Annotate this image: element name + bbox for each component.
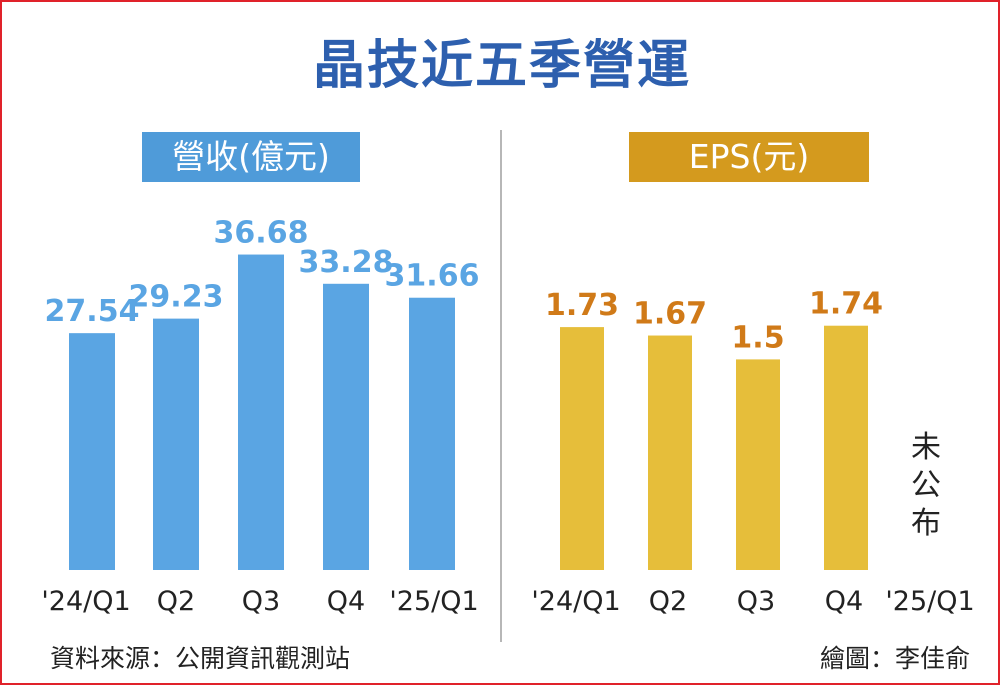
eps-value-label: 1.67 <box>633 297 707 332</box>
eps-bar <box>736 359 780 570</box>
eps-category-label: '24/Q1 <box>531 586 620 617</box>
revenue-category-label: Q2 <box>157 586 195 617</box>
revenue-bar <box>69 333 115 570</box>
credit-note: 繪圖：李佳俞 <box>819 644 970 673</box>
panel-divider <box>500 130 502 642</box>
revenue-value-label: 36.68 <box>214 216 309 251</box>
eps-value-label: 1.74 <box>809 287 883 322</box>
eps-panel-title: EPS(元) <box>629 132 869 182</box>
eps-category-label: Q3 <box>737 586 775 617</box>
eps-annotation-char: 公 <box>911 468 941 503</box>
eps-bar <box>560 327 604 570</box>
eps-annotation-char: 布 <box>911 506 941 541</box>
eps-category-label: '25/Q1 <box>885 586 974 617</box>
eps-bar <box>824 325 868 570</box>
revenue-category-label: '24/Q1 <box>41 586 130 617</box>
revenue-category-label: Q4 <box>327 586 365 617</box>
revenue-bar <box>153 318 199 570</box>
revenue-bar <box>323 283 369 570</box>
revenue-panel-title: 營收(億元) <box>142 132 360 182</box>
revenue-category-label: Q3 <box>242 586 280 617</box>
eps-value-label: 1.5 <box>731 320 784 355</box>
revenue-bar <box>409 297 455 570</box>
eps-annotation-char: 未 <box>911 430 941 465</box>
eps-category-label: Q4 <box>825 586 863 617</box>
chart-title: 晶技近五季營運 <box>312 36 691 96</box>
eps-bar <box>648 335 692 570</box>
revenue-value-label: 33.28 <box>299 245 394 280</box>
revenue-value-label: 27.54 <box>45 294 140 329</box>
eps-category-label: Q2 <box>649 586 687 617</box>
eps-value-label: 1.73 <box>545 288 619 323</box>
source-note: 資料來源：公開資訊觀測站 <box>50 644 351 673</box>
revenue-value-label: 31.66 <box>385 259 480 294</box>
revenue-bar <box>238 254 284 570</box>
revenue-value-label: 29.23 <box>129 280 224 315</box>
revenue-category-label: '25/Q1 <box>389 586 478 617</box>
